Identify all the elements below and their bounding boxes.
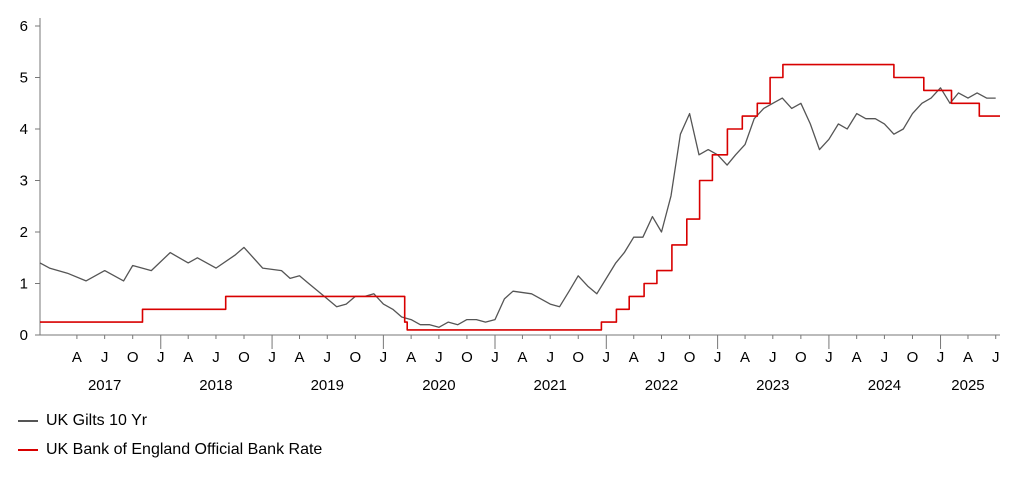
x-tick-label: J — [268, 349, 276, 366]
x-tick-label: A — [740, 349, 750, 366]
legend-label-gilts: UK Gilts 10 Yr — [46, 412, 148, 429]
x-tick-label: J — [937, 349, 945, 366]
x-tick-label: J — [603, 349, 611, 366]
x-tick-label: J — [380, 349, 388, 366]
year-label: 2018 — [199, 377, 232, 394]
x-tick-label: J — [825, 349, 833, 366]
x-tick-label: J — [491, 349, 499, 366]
year-label: 2025 — [951, 377, 984, 394]
year-label: 2023 — [756, 377, 789, 394]
x-tick-label: A — [629, 349, 639, 366]
legend-item-bank-rate: UK Bank of England Official Bank Rate — [18, 439, 322, 461]
legend-label-bank-rate: UK Bank of England Official Bank Rate — [46, 441, 323, 458]
y-tick-label: 2 — [20, 224, 28, 241]
y-tick-label: 5 — [20, 70, 28, 87]
x-tick-label: J — [546, 349, 554, 366]
year-label: 2021 — [534, 377, 567, 394]
x-tick-label: J — [435, 349, 443, 366]
y-tick-label: 3 — [20, 173, 28, 190]
x-tick-label: J — [324, 349, 332, 366]
x-tick-label: J — [212, 349, 220, 366]
x-tick-label: J — [881, 349, 889, 366]
x-tick-label: J — [157, 349, 165, 366]
x-tick-label: A — [517, 349, 527, 366]
x-tick-label: J — [992, 349, 1000, 366]
legend-swatch-gilts — [18, 420, 38, 422]
x-tick-label: A — [852, 349, 862, 366]
series-line-bank-rate — [40, 63, 1000, 331]
legend-item-gilts: UK Gilts 10 Yr — [18, 410, 322, 432]
y-tick-label: 1 — [20, 276, 28, 293]
x-tick-label: J — [769, 349, 777, 366]
year-label: 2022 — [645, 377, 678, 394]
year-label: 2020 — [422, 377, 455, 394]
x-tick-label: O — [461, 349, 473, 366]
legend-swatch-bank-rate — [18, 449, 38, 451]
y-tick-label: 6 — [20, 18, 28, 35]
x-tick-label: A — [72, 349, 82, 366]
x-tick-label: O — [795, 349, 807, 366]
x-tick-label: O — [349, 349, 361, 366]
x-tick-label: A — [295, 349, 305, 366]
y-tick-label: 4 — [20, 121, 28, 138]
x-tick-label: O — [238, 349, 250, 366]
x-tick-label: A — [183, 349, 193, 366]
x-tick-label: O — [127, 349, 139, 366]
x-tick-label: A — [963, 349, 973, 366]
x-tick-label: O — [572, 349, 584, 366]
x-tick-label: O — [907, 349, 919, 366]
x-tick-label: J — [714, 349, 722, 366]
year-label: 2024 — [868, 377, 901, 394]
legend: UK Gilts 10 Yr UK Bank of England Offici… — [18, 410, 322, 468]
x-tick-label: J — [658, 349, 666, 366]
year-label: 2017 — [88, 377, 121, 394]
year-label: 2019 — [311, 377, 344, 394]
x-tick-label: O — [684, 349, 696, 366]
x-tick-label: J — [101, 349, 109, 366]
x-tick-label: A — [406, 349, 416, 366]
y-tick-label: 0 — [20, 327, 28, 344]
series-line-uk-gilts-10yr — [39, 87, 996, 328]
